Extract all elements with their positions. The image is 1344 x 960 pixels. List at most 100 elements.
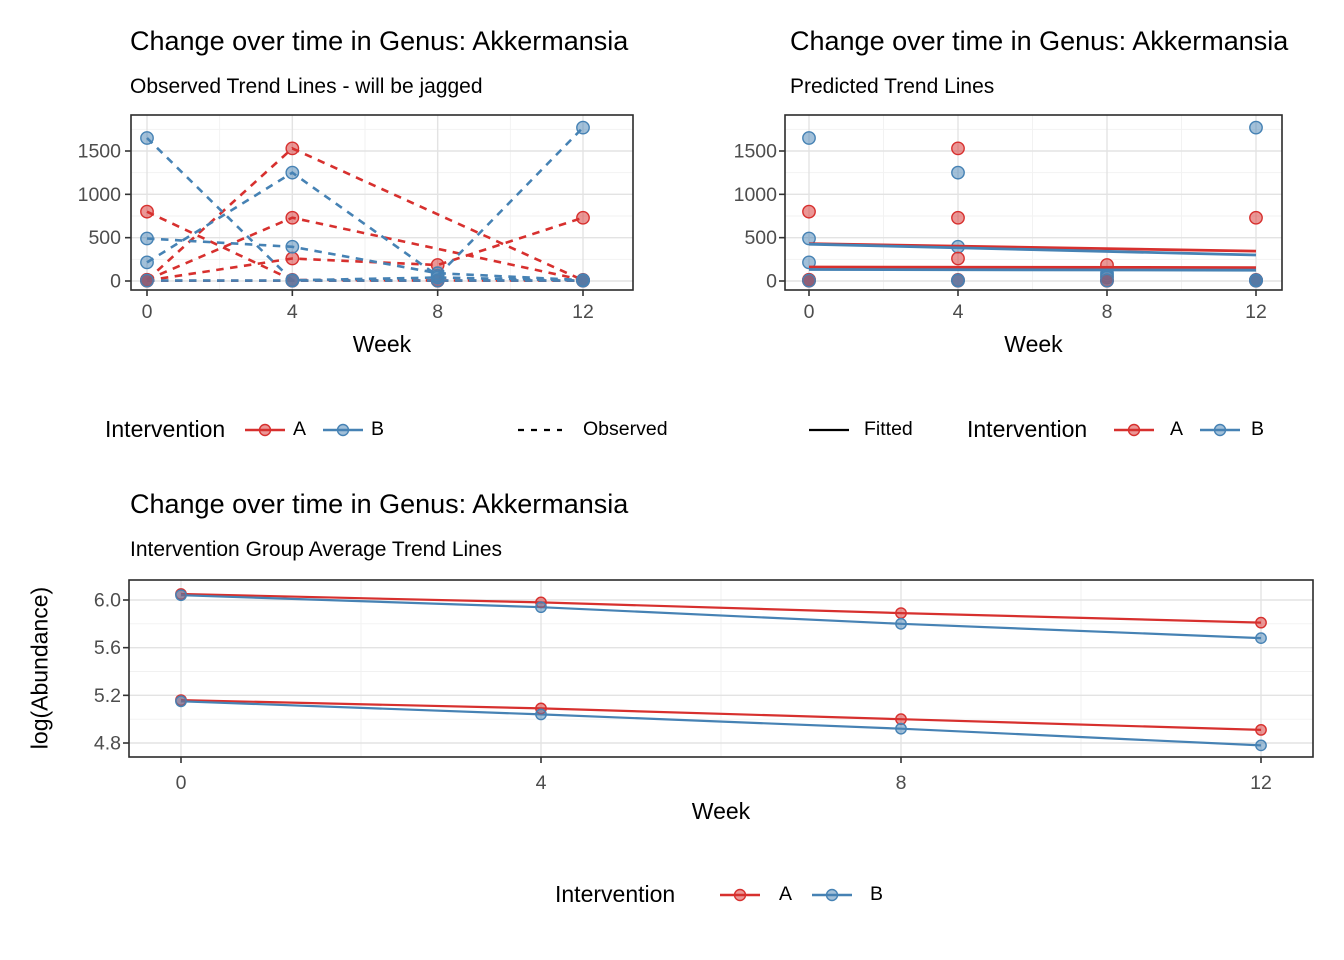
predicted-x-axis-title: Week (1004, 331, 1063, 357)
data-point (895, 617, 907, 630)
legend-key-a-icon (245, 423, 285, 437)
average-legend-title: Intervention (555, 881, 676, 907)
data-point (285, 251, 300, 266)
observed-chart-figure: Change over time in Genus: Akkermansia O… (0, 0, 672, 470)
data-point (535, 601, 547, 614)
data-point (140, 204, 154, 219)
y-tick-label: 6.0 (94, 590, 121, 612)
data-point (285, 141, 300, 156)
observed-line (146, 210, 583, 282)
average-line (180, 700, 1262, 747)
data-point (285, 239, 300, 254)
data-point (140, 131, 154, 145)
observed-legend-label-b: B (371, 418, 385, 440)
data-point (951, 165, 965, 180)
observed-line (146, 137, 584, 282)
legend-key-a-icon (1114, 423, 1154, 437)
predicted-legend-title: Intervention (967, 416, 1088, 442)
average-line (180, 699, 1262, 731)
data-point (802, 273, 816, 288)
y-tick-label: 1000 (734, 184, 778, 206)
data-point (285, 165, 300, 180)
observed-line (146, 237, 584, 282)
observed-legend-label-a: A (293, 418, 307, 440)
data-point (895, 607, 907, 620)
data-point (1255, 632, 1267, 645)
data-point (1255, 616, 1267, 629)
legend-key-fitted-icon (809, 428, 849, 432)
data-point (1255, 739, 1267, 752)
data-point (576, 120, 590, 135)
data-point (175, 589, 187, 602)
predicted-chart-subtitle: Predicted Trend Lines (790, 75, 995, 98)
observed-chart-subtitle: Observed Trend Lines - will be jagged (130, 75, 483, 98)
data-point (140, 255, 154, 270)
predicted-legend-label-b: B (1251, 418, 1265, 440)
data-point (1255, 723, 1267, 736)
predicted-chart-plot: 0 4 8 12 0 500 1000 1500 (734, 114, 1283, 320)
observed-line (146, 126, 584, 278)
predicted-legend-label-fitted: Fitted (864, 418, 913, 440)
average-legend-label-b: B (870, 883, 884, 905)
data-point (1100, 273, 1114, 288)
x-tick-label: 12 (1250, 772, 1272, 790)
y-tick-label: 4.8 (94, 733, 121, 755)
legend-key-b-icon (812, 888, 852, 902)
panel-border (784, 114, 1283, 291)
average-line (180, 592, 1262, 624)
y-tick-label: 0 (766, 271, 777, 293)
fitted-A-lower (808, 265, 1257, 270)
average-x-axis-title: Week (691, 798, 751, 824)
x-tick-label: 8 (432, 301, 443, 320)
legend-key-b-icon (323, 423, 363, 437)
x-tick-label: 0 (176, 772, 187, 790)
average-chart-plot: 0 4 8 12 6.0 5.6 5.2 4.8 (94, 579, 1314, 790)
data-point (535, 708, 547, 721)
panel-border (130, 114, 634, 291)
observed-chart-title: Change over time in Genus: Akkermansia (130, 26, 629, 56)
data-point (895, 722, 907, 735)
data-point (175, 695, 187, 708)
predicted-chart-figure: Change over time in Genus: Akkermansia P… (672, 0, 1344, 470)
x-tick-label: 8 (1102, 301, 1113, 320)
average-chart-figure: Change over time in Genus: Akkermansia I… (0, 470, 1344, 960)
data-point (951, 141, 965, 156)
average-chart-subtitle: Intervention Group Average Trend Lines (130, 538, 503, 561)
legend-key-b-icon (1200, 423, 1240, 437)
data-point (802, 131, 816, 145)
x-tick-label: 4 (536, 772, 547, 790)
x-tick-label: 4 (287, 301, 298, 320)
data-point (802, 204, 816, 219)
predicted-legend-label-a: A (1170, 418, 1184, 440)
observed-legend-label-linetype: Observed (583, 418, 668, 440)
average-legend-label-a: A (779, 883, 793, 905)
average-line (180, 594, 1262, 640)
data-point (140, 231, 154, 246)
observed-line (146, 216, 584, 282)
y-tick-label: 500 (744, 227, 777, 249)
legend-key-a-icon (720, 888, 760, 902)
data-point (1249, 210, 1263, 225)
x-tick-label: 0 (142, 301, 153, 320)
data-point (1249, 273, 1263, 288)
data-point (576, 210, 590, 225)
data-point (576, 273, 590, 288)
y-tick-label: 5.2 (94, 685, 121, 707)
data-point (951, 273, 965, 288)
y-tick-label: 1500 (78, 140, 122, 162)
data-point (285, 273, 300, 288)
y-tick-label: 1000 (78, 184, 122, 206)
observed-legend-title: Intervention (105, 416, 226, 442)
average-chart-title: Change over time in Genus: Akkermansia (130, 489, 629, 519)
x-tick-label: 12 (1245, 301, 1267, 320)
y-tick-label: 500 (88, 227, 121, 249)
panel-border (128, 579, 1314, 758)
observed-chart-plot: 0 4 8 12 0 500 1000 1500 (78, 114, 634, 320)
data-point (140, 273, 154, 288)
legend-key-observed-icon (518, 428, 562, 432)
observed-x-axis-title: Week (352, 331, 412, 357)
y-tick-label: 1500 (734, 140, 778, 162)
x-tick-label: 8 (896, 772, 907, 790)
y-tick-label: 5.6 (94, 637, 121, 659)
